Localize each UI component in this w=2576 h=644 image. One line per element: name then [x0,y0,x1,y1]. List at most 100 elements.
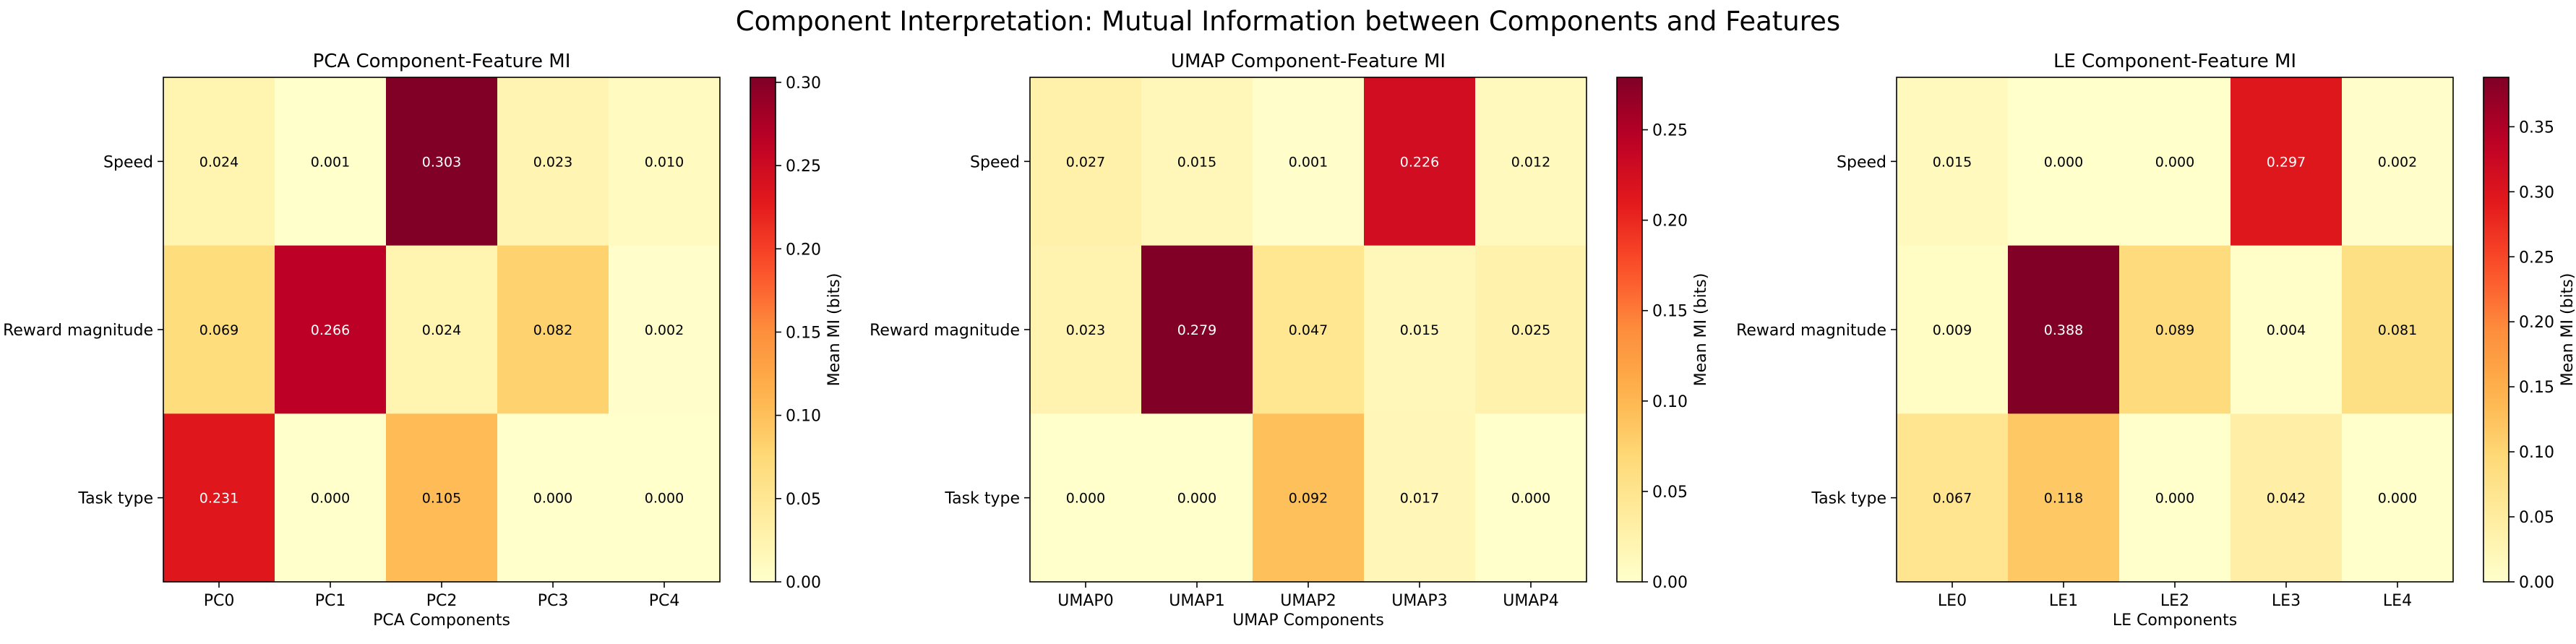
heatmap-cell [609,413,721,583]
heatmap-cell [2119,245,2231,414]
heatmap-cell [1253,245,1365,414]
heatmap-cell [1897,413,2009,583]
x-tick-label: LE0 [1938,592,1967,610]
colorbar-tick-label: 0.30 [786,74,821,93]
colorbar-tick-label: 0.25 [786,158,821,176]
cell-value-label: 0.012 [1511,154,1550,170]
colorbar-tick-label: 0.30 [2519,184,2554,202]
heatmap-panel-2: 0.027 0.015 0.001 0.226 0.012 0.023 0.279 0.047… [870,51,1710,630]
x-tick-label: UMAP1 [1169,592,1224,610]
cell-value-label: 0.297 [2267,154,2306,170]
heatmap-cell [2008,77,2120,246]
cell-value-label: 0.082 [533,322,572,338]
heatmap-cell [497,413,609,583]
y-tick-label: Reward magnitude [1736,322,1886,340]
y-tick-label: Task type [1811,490,1886,508]
cell-value-label: 0.081 [2378,322,2417,338]
y-tick-label: Speed [970,153,1020,171]
colorbar-tick-label: 0.20 [786,241,821,259]
cell-value-label: 0.001 [311,154,350,170]
cell-value-label: 0.118 [2044,491,2083,507]
heatmap-cell [1897,245,2009,414]
colorbar-tick-label: 0.05 [2519,509,2554,527]
x-axis-label: PCA Components [373,611,510,630]
heatmap-cell [1897,77,2009,246]
x-tick-label: PC3 [538,592,569,610]
x-tick-label: PC4 [649,592,680,610]
cell-value-label: 0.000 [2044,154,2083,170]
heatmap-cell [386,413,498,583]
cell-value-label: 0.001 [1289,154,1328,170]
heatmap-cell [163,245,275,414]
x-tick-label: LE3 [2272,592,2301,610]
heatmap-cell [2119,413,2231,583]
heatmap-cell [1475,77,1587,246]
x-tick-label: LE2 [2160,592,2189,610]
cell-value-label: 0.000 [311,491,350,507]
x-tick-label: LE1 [2049,592,2078,610]
heatmap-cell [1475,413,1587,583]
x-tick-label: PC1 [315,592,346,610]
cell-value-label: 0.009 [1933,322,1972,338]
cell-value-label: 0.000 [645,491,684,507]
x-tick-label: UMAP0 [1057,592,1113,610]
heatmap-cell [2342,77,2454,246]
panel-title: LE Component-Feature MI [2053,51,2296,72]
cell-value-label: 0.000 [1177,491,1216,507]
cell-value-label: 0.231 [199,491,239,507]
heatmap-cell [2342,245,2454,414]
heatmap-cell [1364,77,1476,246]
heatmap-cell [2342,413,2454,583]
x-tick-label: UMAP3 [1391,592,1447,610]
heatmap-cell [275,245,387,414]
colorbar-tick-label: 0.20 [1652,212,1688,231]
heatmap-cell [1141,77,1253,246]
colorbar-tick-label: 0.25 [1652,122,1688,140]
heatmap-cell [2231,77,2343,246]
heatmap-cell [1030,413,1142,583]
cell-value-label: 0.303 [422,154,461,170]
heatmap-cell [275,413,387,583]
y-tick-label: Task type [77,490,153,508]
heatmap-cell [1253,77,1365,246]
cell-value-label: 0.017 [1400,491,1439,507]
x-axis-label: UMAP Components [1232,611,1384,630]
heatmap-cell [2119,77,2231,246]
y-tick-label: Speed [103,153,153,171]
panel-title: PCA Component-Feature MI [313,51,571,72]
cell-value-label: 0.047 [1289,322,1328,338]
heatmap-cell [163,77,275,246]
colorbar-tick-label: 0.15 [786,324,821,342]
colorbar-tick-label: 0.00 [786,574,821,592]
colorbar-tick-label: 0.05 [1652,484,1688,502]
heatmap-cell [1475,245,1587,414]
colorbar-label: Mean MI (bits) [1692,273,1710,387]
colorbar-tick-label: 0.20 [2519,314,2554,332]
heatmap-cell [497,77,609,246]
colorbar [2483,77,2510,583]
cell-value-label: 0.023 [1066,322,1105,338]
cell-value-label: 0.042 [2267,491,2306,507]
heatmap-cell [1030,77,1142,246]
heatmap-cell [1141,245,1253,414]
heatmap-cell [1141,413,1253,583]
cell-value-label: 0.024 [199,154,239,170]
cell-value-label: 0.002 [2378,154,2417,170]
x-tick-label: UMAP4 [1503,592,1558,610]
cell-value-label: 0.024 [422,322,461,338]
cell-value-label: 0.015 [1933,154,1972,170]
x-tick-label: LE4 [2383,592,2412,610]
cell-value-label: 0.002 [645,322,684,338]
x-axis-label: LE Components [2113,611,2237,630]
heatmap-cell [609,245,721,414]
colorbar-tick-label: 0.10 [2519,444,2554,462]
colorbar [750,77,776,583]
cell-value-label: 0.015 [1177,154,1216,170]
heatmap-cell [386,77,498,246]
heatmap-cell [275,77,387,246]
colorbar-tick-label: 0.15 [2519,379,2554,397]
heatmap-cell [2231,245,2343,414]
cell-value-label: 0.067 [1933,491,1972,507]
colorbar-tick-label: 0.05 [786,491,821,509]
